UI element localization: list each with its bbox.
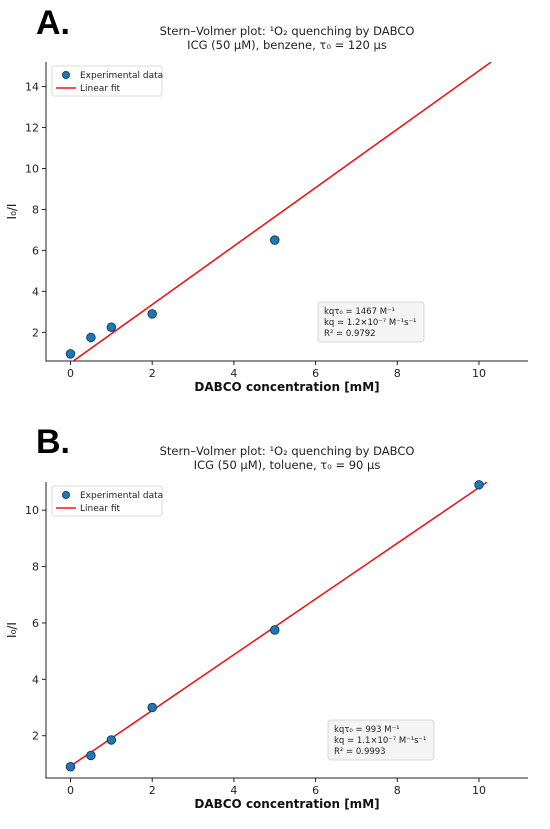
y-tick-label: 6: [32, 244, 39, 257]
annotation-box: [327, 719, 435, 761]
annotation-line: kqτ₀ = 1467 M⁻¹: [324, 307, 395, 317]
y-axis-label: I₀/I: [5, 204, 19, 220]
data-point: [147, 702, 157, 713]
legend-label-fit: Linear fit: [80, 84, 121, 94]
y-tick-label: 8: [32, 203, 39, 216]
x-tick-label: 8: [394, 367, 401, 380]
data-point: [86, 750, 96, 761]
annotation-box: [317, 301, 425, 343]
x-tick-label: 6: [312, 784, 319, 797]
y-tick-label: 14: [25, 81, 39, 94]
y-axis-label: I₀/I: [5, 622, 19, 638]
chart-panel-b: B. Stern–Volmer plot: ¹O₂ quenching by DA…: [5, 423, 528, 811]
legend-marker-points: [62, 490, 71, 499]
y-tick-label: 12: [25, 122, 39, 135]
x-tick-label: 0: [67, 367, 74, 380]
x-tick-label: 4: [230, 367, 237, 380]
x-tick-label: 2: [149, 367, 156, 380]
x-axis-label: DABCO concentration [mM]: [194, 380, 379, 394]
x-tick-label: 4: [230, 784, 237, 797]
chart-panel-a: A. Stern–Volmer plot: ¹O₂ quenching by DA…: [5, 4, 528, 394]
data-point: [106, 322, 117, 332]
data-point: [65, 761, 76, 772]
chart-subtitle: ICG (50 μM), benzene, τ₀ = 120 μs: [187, 38, 387, 52]
panel-letter: B.: [36, 423, 70, 461]
fit-line: [70, 482, 488, 767]
axis-spines: [45, 62, 528, 362]
data-point: [269, 625, 280, 635]
annotation-line: R² = 0.9993: [334, 747, 386, 757]
legend-marker-points: [62, 71, 71, 80]
data-point: [269, 235, 280, 245]
y-tick-label: 4: [32, 285, 39, 298]
legend-box: [51, 65, 163, 97]
y-tick-label: 10: [25, 504, 39, 517]
x-tick-label: 6: [312, 367, 319, 380]
x-tick-label: 10: [472, 784, 486, 797]
x-axis-label: DABCO concentration [mM]: [194, 797, 379, 811]
y-tick-label: 8: [32, 561, 39, 574]
legend-label-points: Experimental data: [80, 491, 163, 501]
fit-line: [71, 62, 492, 361]
x-tick-label: 8: [394, 784, 401, 797]
y-tick-label: 2: [32, 730, 39, 743]
legend-label-points: Experimental data: [80, 71, 163, 81]
y-tick-label: 10: [25, 162, 39, 175]
chart-title: Stern–Volmer plot: ¹O₂ quenching by DABC…: [160, 444, 415, 458]
annotation-line: kqτ₀ = 993 M⁻¹: [334, 725, 400, 735]
data-point: [106, 735, 117, 745]
x-tick-label: 0: [67, 784, 74, 797]
x-tick-label: 10: [472, 367, 486, 380]
data-point: [147, 309, 157, 319]
axis-spines: [45, 482, 528, 779]
legend-box: [51, 485, 163, 517]
data-point: [474, 480, 484, 490]
annotation-line: kq = 1.2×10⁻⁷ M⁻¹s⁻¹: [324, 318, 416, 328]
y-tick-label: 2: [32, 326, 39, 339]
annotation-line: kq = 1.1×10⁻⁷ M⁻¹s⁻¹: [334, 736, 426, 746]
chart-subtitle: ICG (50 μM), toluene, τ₀ = 90 μs: [194, 458, 381, 472]
data-point: [65, 349, 76, 359]
x-tick-label: 2: [149, 784, 156, 797]
data-point: [86, 332, 96, 343]
chart-title: Stern–Volmer plot: ¹O₂ quenching by DABC…: [160, 24, 415, 38]
legend-label-fit: Linear fit: [80, 504, 121, 514]
annotation-line: R² = 0.9792: [324, 329, 376, 339]
y-tick-label: 4: [32, 673, 39, 686]
panel-letter: A.: [36, 4, 70, 42]
y-tick-label: 6: [32, 617, 39, 630]
